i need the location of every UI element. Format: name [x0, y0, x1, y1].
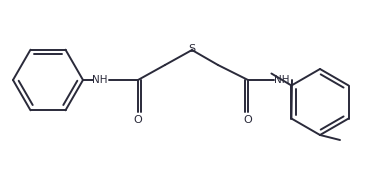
Text: NH: NH: [274, 75, 290, 85]
Text: NH: NH: [92, 75, 108, 85]
Text: O: O: [134, 115, 142, 125]
Text: S: S: [188, 44, 195, 54]
Text: O: O: [244, 115, 252, 125]
